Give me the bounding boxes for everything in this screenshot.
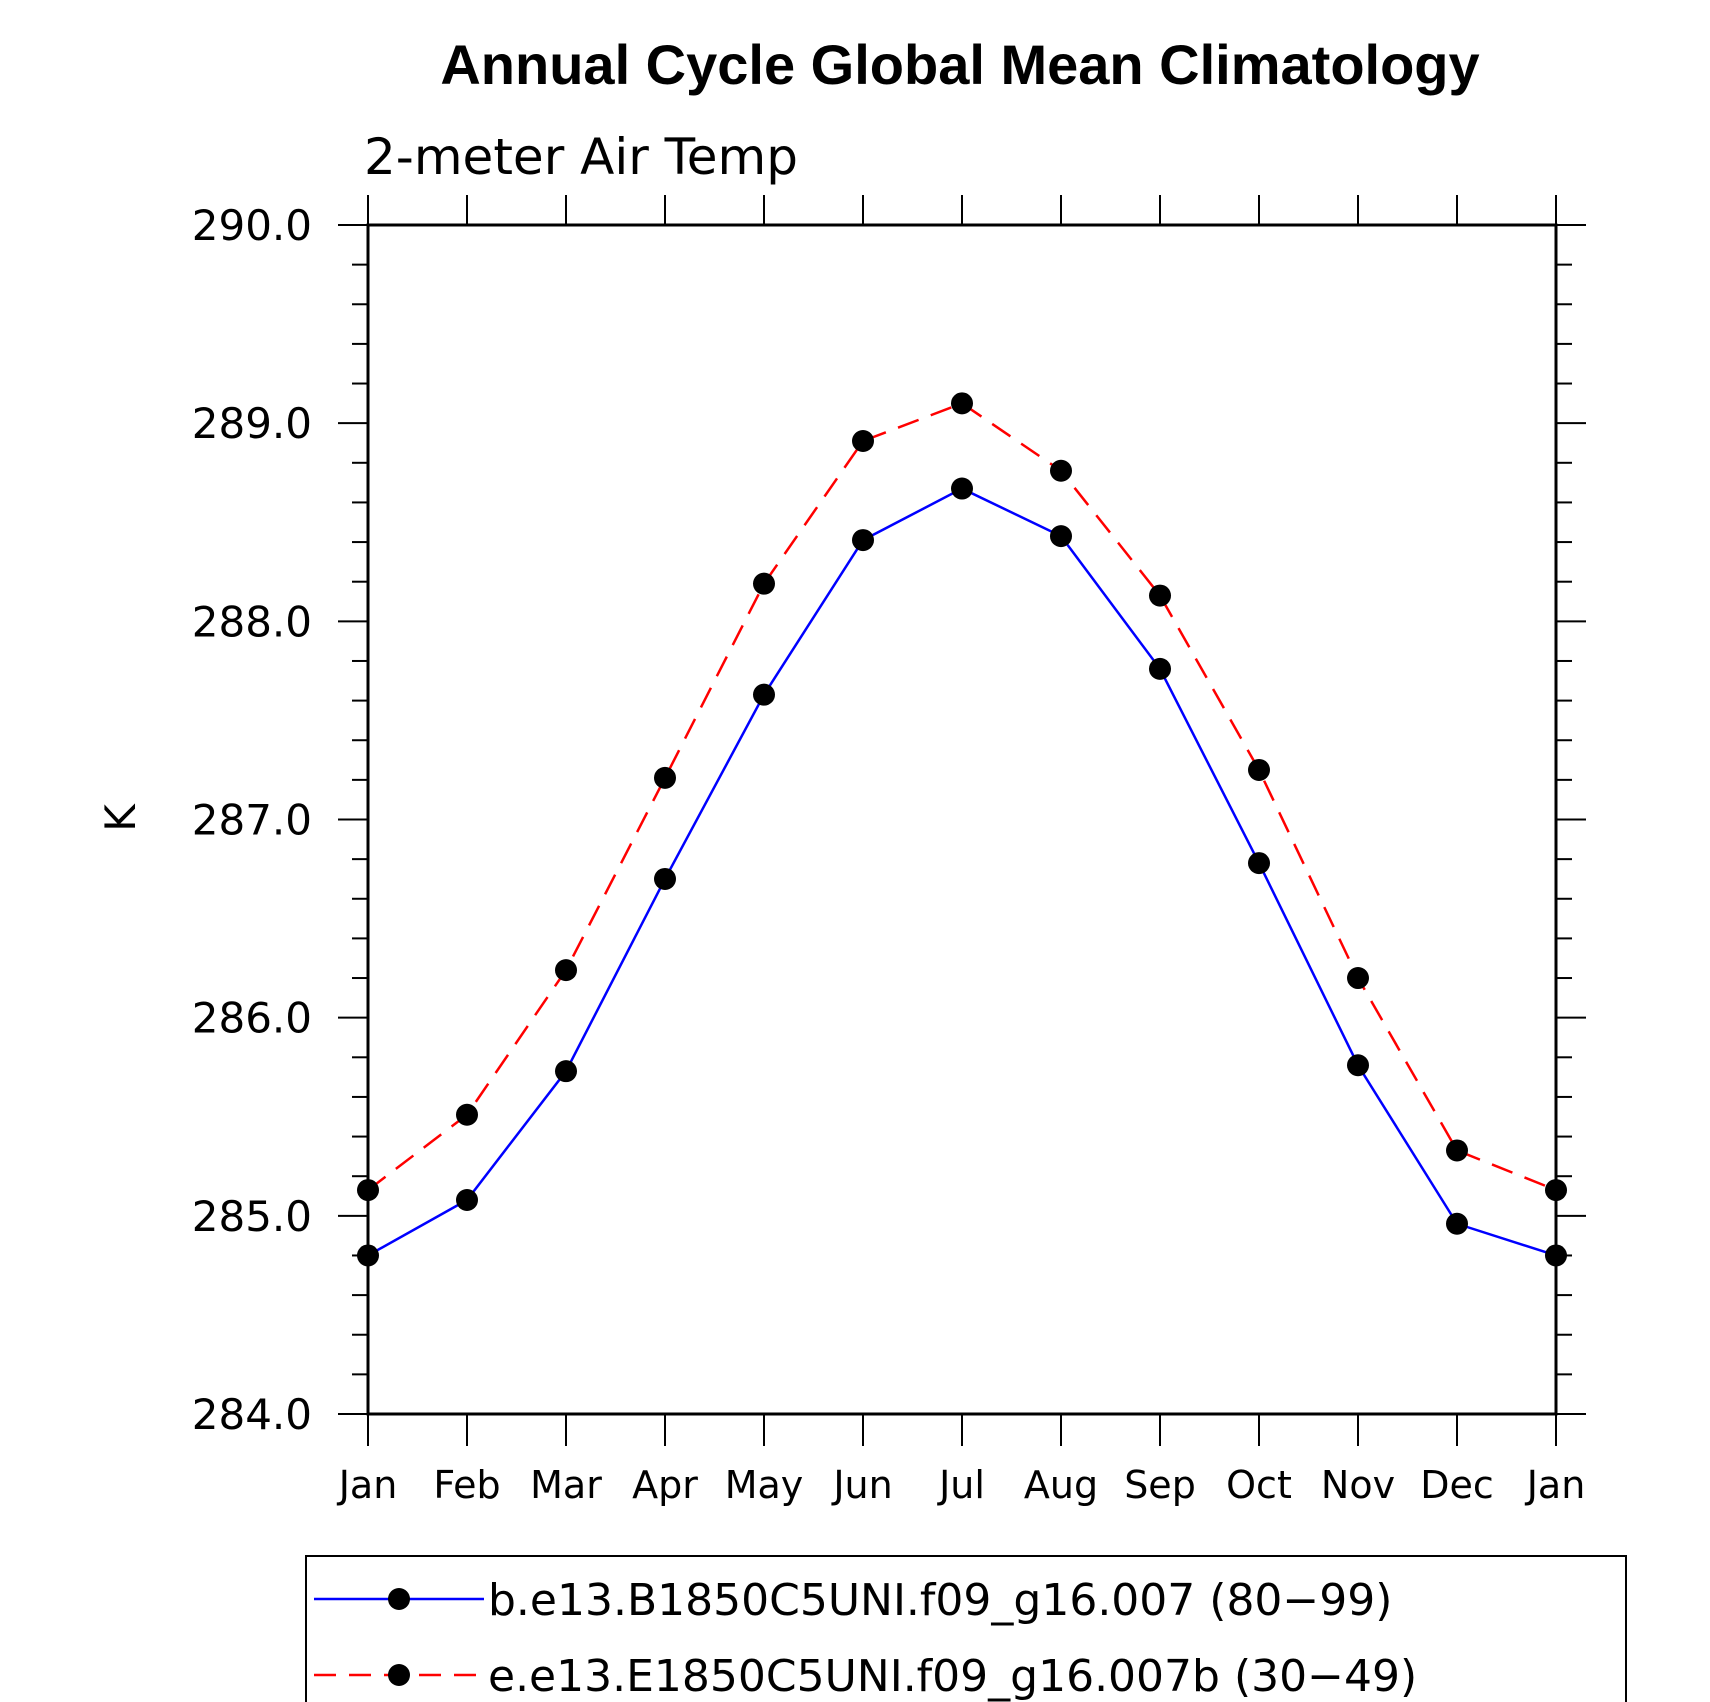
series-group	[357, 392, 1567, 1267]
y-tick-label: 288.0	[192, 597, 312, 646]
x-tick-label: Apr	[632, 1463, 698, 1507]
x-tick-label: May	[725, 1463, 804, 1507]
series-2-point	[852, 430, 874, 453]
series-line-1	[367, 487, 1557, 1257]
x-tick-label: Jul	[937, 1463, 985, 1507]
legend-marker-1	[388, 1588, 410, 1610]
series-1-point	[1149, 657, 1171, 680]
legend-box	[305, 1555, 1627, 1702]
series-1-point	[1248, 852, 1270, 875]
legend: b.e13.B1850C5UNI.f09_g16.007 (80−99) e.e1…	[305, 1555, 1627, 1702]
series-2-point	[654, 766, 676, 789]
legend-label-1: b.e13.B1850C5UNI.f09_g16.007 (80−99)	[488, 1575, 1392, 1626]
y-tick-label: 289.0	[192, 399, 312, 448]
series-1-point	[852, 529, 874, 552]
series-1-point	[753, 683, 775, 706]
legend-label-2: e.e13.E1850C5UNI.f09_g16.007b (30−49)	[488, 1651, 1417, 1702]
series-2-point	[1347, 967, 1369, 990]
series-1-point	[555, 1060, 577, 1083]
x-tick-label: Oct	[1226, 1463, 1292, 1507]
series-2-point	[753, 572, 775, 595]
series-1-point	[1050, 525, 1072, 548]
y-tick-label: 284.0	[192, 1390, 312, 1439]
axis-ticks: 284.0 285.0 286.0 287.0 288.0 289.0 290.0 Jan Fe…	[192, 195, 1586, 1507]
y-tick-label: 285.0	[192, 1192, 312, 1241]
x-tick-label: Mar	[530, 1463, 602, 1507]
x-tick-label: Feb	[433, 1463, 500, 1507]
series-2-point	[456, 1103, 478, 1126]
series-1-point	[1545, 1244, 1567, 1267]
series-2-point	[1050, 459, 1072, 482]
series-1-point	[951, 477, 973, 500]
series-2-point	[1248, 758, 1270, 781]
x-tick-label: Jan	[337, 1463, 398, 1507]
x-tick-label: Nov	[1321, 1463, 1395, 1507]
series-1-point	[1347, 1054, 1369, 1077]
chart-subtitle: 2-meter Air Temp	[364, 128, 798, 186]
x-tick-label: Aug	[1024, 1463, 1098, 1507]
x-tick-label: Dec	[1420, 1463, 1494, 1507]
y-axis-label: K	[96, 803, 145, 832]
series-1-point	[357, 1244, 379, 1267]
series-2-point	[1446, 1139, 1468, 1162]
series-1-point	[654, 867, 676, 890]
series-line-2	[367, 401, 1557, 1192]
y-tick-label: 287.0	[192, 796, 312, 845]
x-tick-label: Jan	[1525, 1463, 1586, 1507]
series-1-point	[1446, 1212, 1468, 1235]
x-tick-label: Sep	[1124, 1463, 1196, 1507]
x-tick-label: Jun	[831, 1463, 892, 1507]
y-tick-label: 286.0	[192, 994, 312, 1043]
series-2-point	[951, 392, 973, 415]
series-2-point	[1545, 1179, 1567, 1202]
series-2-point	[555, 959, 577, 982]
chart-title: Annual Cycle Global Mean Climatology	[440, 33, 1479, 96]
series-1-point	[456, 1188, 478, 1211]
series-2-point	[1149, 584, 1171, 607]
legend-marker-2	[388, 1664, 410, 1686]
series-2-point	[357, 1179, 379, 1202]
y-tick-label: 290.0	[192, 201, 312, 250]
